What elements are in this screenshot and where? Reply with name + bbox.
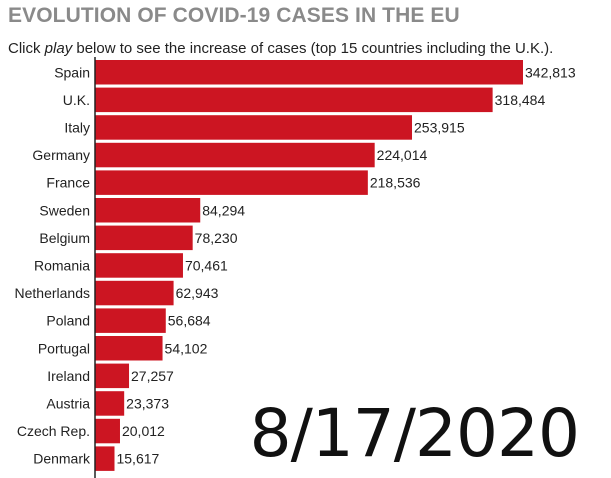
value-label: 342,813: [525, 64, 576, 80]
value-label: 20,012: [122, 423, 165, 439]
category-label: Belgium: [39, 230, 90, 246]
bar-ireland: [95, 363, 130, 389]
category-label: Ireland: [47, 368, 90, 384]
bar-poland: [95, 308, 166, 333]
date-label: 8/17/2020: [249, 395, 580, 472]
category-label: Netherlands: [15, 285, 91, 301]
chart-title: EVOLUTION OF COVID-19 CASES IN THE EU: [8, 4, 460, 27]
category-label: Denmark: [33, 451, 91, 467]
bar-austria: [95, 391, 125, 416]
category-label: Germany: [32, 147, 90, 163]
bar-portugal: [95, 336, 163, 361]
value-label: 70,461: [185, 257, 228, 273]
value-label: 84,294: [202, 202, 245, 218]
subtitle-text-start: Click: [8, 40, 45, 57]
value-label: 23,373: [126, 395, 169, 411]
value-label: 78,230: [195, 230, 238, 246]
category-label: Italy: [64, 119, 90, 135]
value-label: 224,014: [377, 147, 428, 163]
bar-italy: [95, 115, 413, 140]
category-label: Poland: [46, 313, 90, 329]
bar-belgium: [95, 225, 193, 251]
chart-subtitle: Click play below to see the increase of …: [8, 40, 553, 57]
category-label: Spain: [54, 64, 90, 80]
value-label: 218,536: [370, 175, 421, 191]
bar-spain: [95, 60, 523, 85]
bar-netherlands: [95, 280, 174, 306]
bar-denmark: [95, 446, 115, 471]
value-label: 54,102: [165, 340, 208, 356]
bar-sweden: [95, 198, 201, 223]
value-label: 27,257: [131, 368, 174, 384]
bar-u-k: [95, 87, 493, 113]
value-label: 318,484: [495, 92, 546, 108]
category-label: Czech Rep.: [17, 423, 90, 439]
category-label: Austria: [46, 395, 90, 411]
bar-romania: [95, 253, 183, 278]
category-label: Sweden: [39, 202, 90, 218]
category-label: U.K.: [63, 92, 90, 108]
bar-france: [95, 170, 368, 195]
value-label: 62,943: [176, 285, 219, 301]
value-label: 15,617: [116, 451, 159, 467]
category-label: Romania: [34, 257, 90, 273]
value-label: 56,684: [168, 313, 211, 329]
value-label: 253,915: [414, 119, 465, 135]
subtitle-text-end: below to see the increase of cases (top …: [72, 40, 554, 57]
bar-germany: [95, 142, 375, 168]
bar-czech-rep: [95, 418, 120, 444]
category-label: France: [46, 175, 90, 191]
subtitle-play-word: play: [44, 40, 73, 57]
category-label: Portugal: [38, 340, 90, 356]
